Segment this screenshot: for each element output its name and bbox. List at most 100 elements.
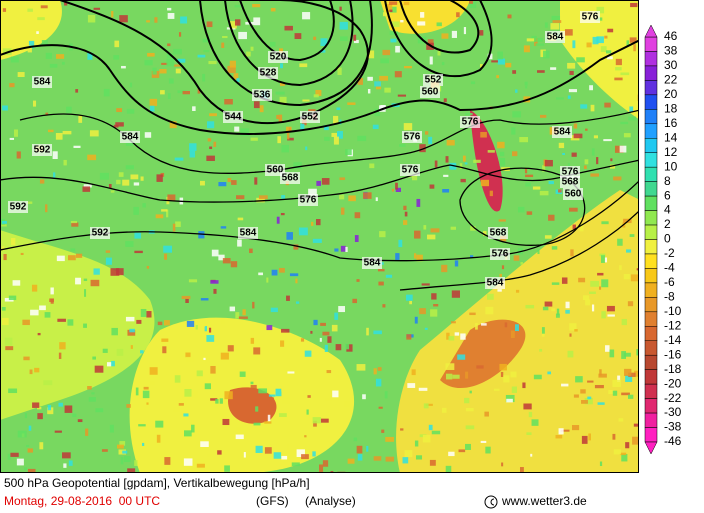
speckle — [473, 159, 481, 163]
speckle — [354, 212, 361, 219]
speckle — [47, 405, 52, 411]
contour-label: 560 — [422, 87, 439, 98]
contour-label-bg — [460, 116, 480, 128]
contour-label-bg — [238, 227, 258, 239]
speckle — [204, 326, 208, 332]
colorbar-segment — [644, 152, 658, 168]
speckle — [218, 254, 225, 261]
speckle — [161, 338, 169, 342]
speckle — [313, 36, 317, 41]
speckle — [424, 327, 428, 330]
speckle — [310, 330, 313, 334]
contour-label: 536 — [254, 90, 271, 101]
speckle — [39, 179, 45, 184]
speckle — [279, 82, 286, 86]
speckle — [24, 413, 28, 419]
speckle — [311, 221, 314, 226]
speckle — [293, 162, 302, 169]
speckle — [630, 274, 638, 282]
contour-label: 520 — [270, 52, 287, 63]
speckle — [133, 182, 140, 186]
speckle — [109, 424, 114, 433]
speckle — [414, 230, 421, 239]
speckle — [324, 125, 329, 131]
speckle — [463, 27, 467, 35]
speckle — [469, 312, 476, 316]
speckle — [253, 422, 261, 426]
speckle — [464, 162, 468, 165]
speckle — [28, 425, 32, 431]
speckle — [287, 371, 295, 374]
speckle — [367, 88, 371, 94]
speckle — [459, 163, 463, 169]
speckle — [344, 401, 351, 408]
colorbar-label: -46 — [664, 434, 682, 448]
speckle — [16, 151, 21, 159]
speckle — [537, 37, 543, 42]
speckle — [619, 265, 622, 271]
speckle — [222, 258, 231, 264]
speckle — [312, 451, 316, 457]
speckle — [164, 457, 171, 465]
speckle — [507, 14, 512, 19]
colorbar-label: -38 — [664, 420, 682, 434]
speckle — [215, 399, 219, 404]
speckle — [569, 70, 574, 76]
speckle — [513, 255, 520, 261]
speckle — [319, 464, 324, 472]
speckle — [572, 224, 576, 230]
caption-run: (Analyse) — [305, 494, 356, 508]
speckle — [157, 321, 163, 326]
speckle — [469, 390, 472, 394]
field-patch — [470, 110, 503, 212]
speckle — [565, 309, 570, 314]
speckle — [600, 46, 607, 53]
speckle — [118, 172, 124, 177]
speckle — [592, 36, 599, 45]
speckle — [331, 132, 338, 137]
speckle — [353, 39, 359, 44]
speckle — [4, 337, 13, 346]
speckle — [289, 273, 299, 277]
speckle — [339, 177, 346, 181]
speckle — [354, 235, 359, 243]
speckle — [480, 179, 490, 187]
speckle — [347, 102, 356, 105]
speckle — [258, 388, 268, 394]
speckle — [125, 142, 134, 146]
speckle — [320, 322, 326, 326]
speckle — [543, 50, 550, 59]
speckle — [450, 321, 456, 324]
contour-label-bg — [280, 172, 300, 184]
speckle — [617, 375, 621, 382]
speckle — [143, 386, 149, 390]
speckle — [430, 228, 440, 233]
speckle — [7, 453, 11, 460]
speckle — [325, 397, 333, 401]
colorbar-label: -8 — [664, 290, 675, 304]
speckle — [126, 404, 131, 408]
speckle — [512, 111, 522, 118]
speckle — [357, 77, 363, 85]
speckle — [116, 268, 124, 276]
speckle — [91, 392, 95, 395]
speckle — [175, 221, 181, 227]
speckle — [62, 130, 72, 135]
speckle — [253, 101, 260, 109]
speckle — [27, 201, 33, 204]
contour-label: 592 — [10, 202, 27, 213]
speckle — [564, 29, 573, 36]
speckle — [573, 133, 583, 139]
speckle — [465, 371, 469, 379]
speckle — [291, 462, 300, 467]
speckle — [28, 40, 35, 49]
speckle — [8, 295, 17, 301]
speckle — [319, 337, 322, 342]
speckle — [499, 363, 507, 371]
speckle — [539, 348, 543, 352]
speckle — [362, 394, 366, 400]
speckle — [281, 455, 288, 460]
speckle — [1, 307, 6, 311]
speckle — [335, 344, 342, 351]
speckle — [204, 383, 211, 390]
